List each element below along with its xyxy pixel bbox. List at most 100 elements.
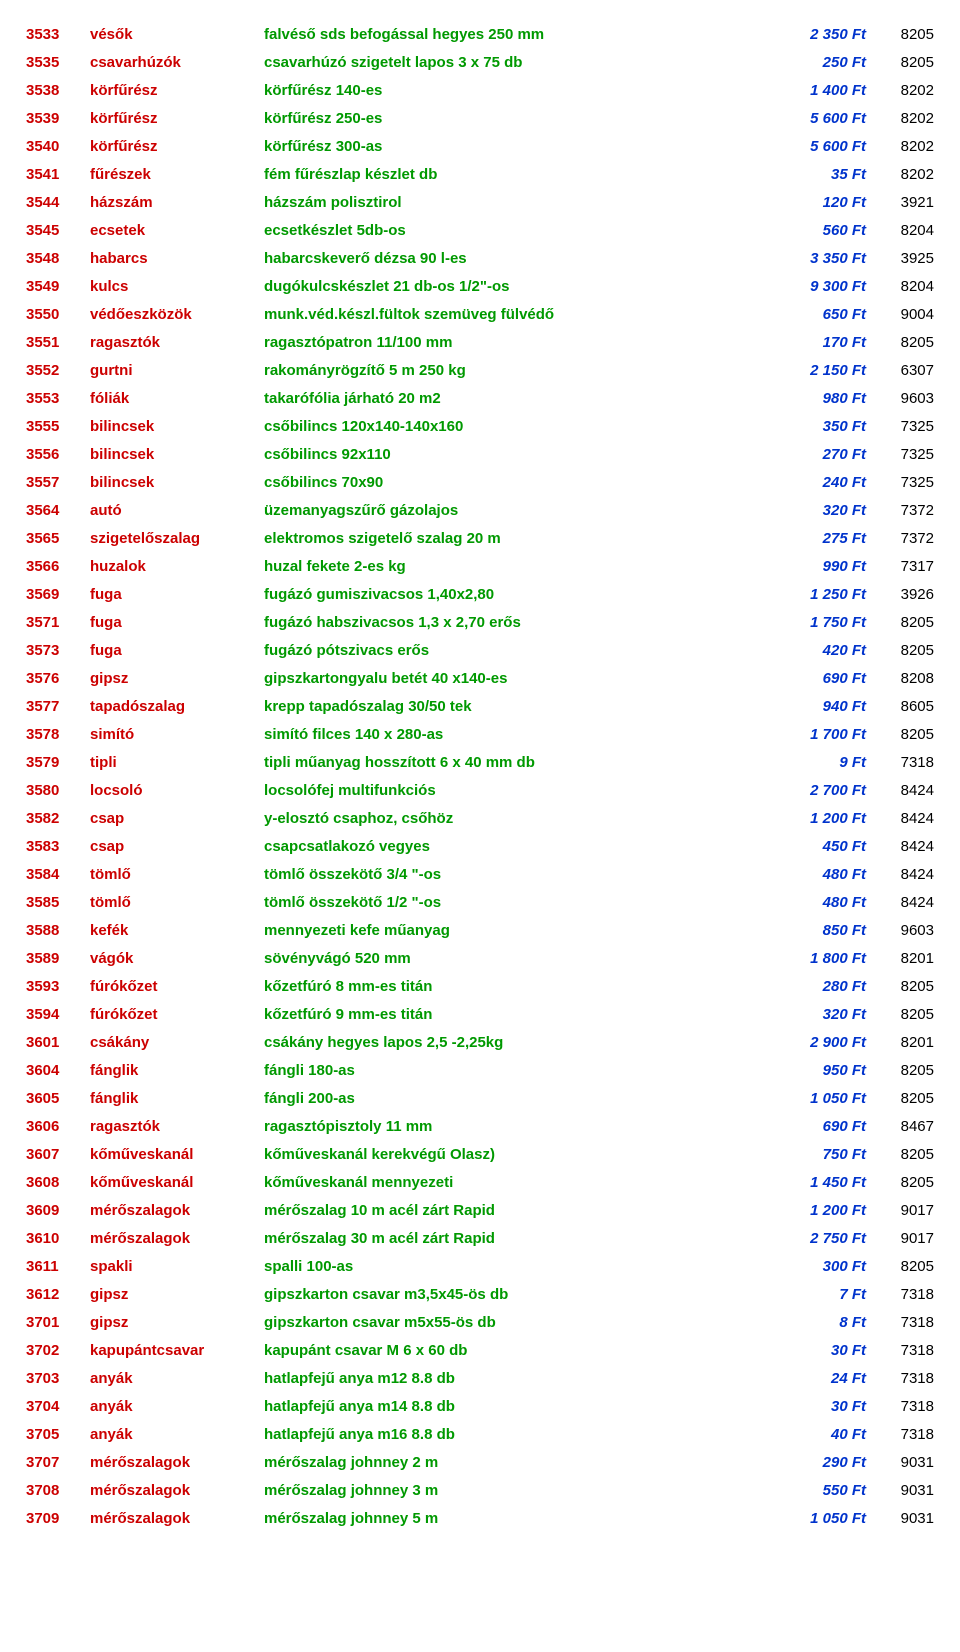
table-row: 3610mérőszalagokmérőszalag 30 m acél zár… bbox=[24, 1224, 936, 1252]
description-cell: habarcskeverő dézsa 90 l-es bbox=[262, 244, 754, 272]
code-cell: 3578 bbox=[24, 720, 88, 748]
category-cell: fúrókőzet bbox=[88, 1000, 262, 1028]
price-cell: 2 900 Ft bbox=[754, 1028, 868, 1056]
price-cell: 450 Ft bbox=[754, 832, 868, 860]
last-cell: 9031 bbox=[868, 1448, 936, 1476]
category-cell: védőeszközök bbox=[88, 300, 262, 328]
price-cell: 320 Ft bbox=[754, 1000, 868, 1028]
code-cell: 3601 bbox=[24, 1028, 88, 1056]
category-cell: fuga bbox=[88, 608, 262, 636]
code-cell: 3552 bbox=[24, 356, 88, 384]
last-cell: 8205 bbox=[868, 1056, 936, 1084]
price-cell: 2 700 Ft bbox=[754, 776, 868, 804]
price-cell: 170 Ft bbox=[754, 328, 868, 356]
description-cell: mérőszalag johnney 2 m bbox=[262, 1448, 754, 1476]
price-cell: 30 Ft bbox=[754, 1336, 868, 1364]
price-cell: 2 350 Ft bbox=[754, 20, 868, 48]
description-cell: csapcsatlakozó vegyes bbox=[262, 832, 754, 860]
description-cell: mérőszalag 10 m acél zárt Rapid bbox=[262, 1196, 754, 1224]
table-row: 3539körfűrészkörfűrész 250-es5 600 Ft820… bbox=[24, 104, 936, 132]
price-cell: 5 600 Ft bbox=[754, 132, 868, 160]
code-cell: 3589 bbox=[24, 944, 88, 972]
category-cell: kapupántcsavar bbox=[88, 1336, 262, 1364]
last-cell: 8205 bbox=[868, 328, 936, 356]
price-cell: 690 Ft bbox=[754, 664, 868, 692]
last-cell: 8424 bbox=[868, 888, 936, 916]
code-cell: 3606 bbox=[24, 1112, 88, 1140]
price-cell: 650 Ft bbox=[754, 300, 868, 328]
code-cell: 3551 bbox=[24, 328, 88, 356]
last-cell: 8424 bbox=[868, 804, 936, 832]
category-cell: autó bbox=[88, 496, 262, 524]
category-cell: kőműveskanál bbox=[88, 1168, 262, 1196]
last-cell: 8205 bbox=[868, 1140, 936, 1168]
code-cell: 3577 bbox=[24, 692, 88, 720]
description-cell: gipszkarton csavar m5x55-ös db bbox=[262, 1308, 754, 1336]
code-cell: 3612 bbox=[24, 1280, 88, 1308]
description-cell: locsolófej multifunkciós bbox=[262, 776, 754, 804]
category-cell: ragasztók bbox=[88, 1112, 262, 1140]
description-cell: mennyezeti kefe műanyag bbox=[262, 916, 754, 944]
last-cell: 9603 bbox=[868, 384, 936, 412]
description-cell: kőzetfúró 8 mm-es titán bbox=[262, 972, 754, 1000]
price-cell: 120 Ft bbox=[754, 188, 868, 216]
category-cell: körfűrész bbox=[88, 104, 262, 132]
code-cell: 3571 bbox=[24, 608, 88, 636]
description-cell: ragasztópisztoly 11 mm bbox=[262, 1112, 754, 1140]
code-cell: 3553 bbox=[24, 384, 88, 412]
description-cell: csőbilincs 120x140-140x160 bbox=[262, 412, 754, 440]
category-cell: simító bbox=[88, 720, 262, 748]
description-cell: csőbilincs 92x110 bbox=[262, 440, 754, 468]
code-cell: 3549 bbox=[24, 272, 88, 300]
table-row: 3705anyákhatlapfejű anya m16 8.8 db40 Ft… bbox=[24, 1420, 936, 1448]
last-cell: 7325 bbox=[868, 468, 936, 496]
code-cell: 3605 bbox=[24, 1084, 88, 1112]
last-cell: 8204 bbox=[868, 216, 936, 244]
last-cell: 3926 bbox=[868, 580, 936, 608]
code-cell: 3541 bbox=[24, 160, 88, 188]
code-cell: 3539 bbox=[24, 104, 88, 132]
description-cell: hatlapfejű anya m12 8.8 db bbox=[262, 1364, 754, 1392]
price-cell: 1 050 Ft bbox=[754, 1084, 868, 1112]
category-cell: csap bbox=[88, 804, 262, 832]
table-row: 3609mérőszalagokmérőszalag 10 m acél zár… bbox=[24, 1196, 936, 1224]
category-cell: mérőszalagok bbox=[88, 1196, 262, 1224]
price-cell: 1 250 Ft bbox=[754, 580, 868, 608]
category-cell: mérőszalagok bbox=[88, 1224, 262, 1252]
table-row: 3578simítósimító filces 140 x 280-as1 70… bbox=[24, 720, 936, 748]
table-row: 3544házszámházszám polisztirol120 Ft3921 bbox=[24, 188, 936, 216]
code-cell: 3705 bbox=[24, 1420, 88, 1448]
table-row: 3605fánglikfángli 200-as1 050 Ft8205 bbox=[24, 1084, 936, 1112]
code-cell: 3573 bbox=[24, 636, 88, 664]
category-cell: szigetelőszalag bbox=[88, 524, 262, 552]
last-cell: 8467 bbox=[868, 1112, 936, 1140]
last-cell: 7325 bbox=[868, 412, 936, 440]
price-cell: 690 Ft bbox=[754, 1112, 868, 1140]
category-cell: tömlő bbox=[88, 860, 262, 888]
description-cell: mérőszalag johnney 3 m bbox=[262, 1476, 754, 1504]
description-cell: simító filces 140 x 280-as bbox=[262, 720, 754, 748]
price-cell: 8 Ft bbox=[754, 1308, 868, 1336]
category-cell: anyák bbox=[88, 1420, 262, 1448]
price-cell: 480 Ft bbox=[754, 888, 868, 916]
price-cell: 1 050 Ft bbox=[754, 1504, 868, 1532]
price-cell: 250 Ft bbox=[754, 48, 868, 76]
last-cell: 9017 bbox=[868, 1224, 936, 1252]
category-cell: ragasztók bbox=[88, 328, 262, 356]
table-row: 3608kőműveskanálkőműveskanál mennyezeti1… bbox=[24, 1168, 936, 1196]
category-cell: ecsetek bbox=[88, 216, 262, 244]
price-cell: 950 Ft bbox=[754, 1056, 868, 1084]
description-cell: munk.véd.készl.fültok szemüveg fülvédő bbox=[262, 300, 754, 328]
table-row: 3555bilincsekcsőbilincs 120x140-140x1603… bbox=[24, 412, 936, 440]
last-cell: 8424 bbox=[868, 860, 936, 888]
description-cell: kőműveskanál kerekvégű Olasz) bbox=[262, 1140, 754, 1168]
category-cell: gipsz bbox=[88, 664, 262, 692]
table-row: 3606ragasztókragasztópisztoly 11 mm690 F… bbox=[24, 1112, 936, 1140]
table-row: 3702kapupántcsavarkapupánt csavar M 6 x … bbox=[24, 1336, 936, 1364]
table-row: 3540körfűrészkörfűrész 300-as5 600 Ft820… bbox=[24, 132, 936, 160]
description-cell: fugázó habszivacsos 1,3 x 2,70 erős bbox=[262, 608, 754, 636]
last-cell: 8201 bbox=[868, 1028, 936, 1056]
code-cell: 3566 bbox=[24, 552, 88, 580]
category-cell: fuga bbox=[88, 580, 262, 608]
table-row: 3582csapy-elosztó csaphoz, csőhöz1 200 F… bbox=[24, 804, 936, 832]
